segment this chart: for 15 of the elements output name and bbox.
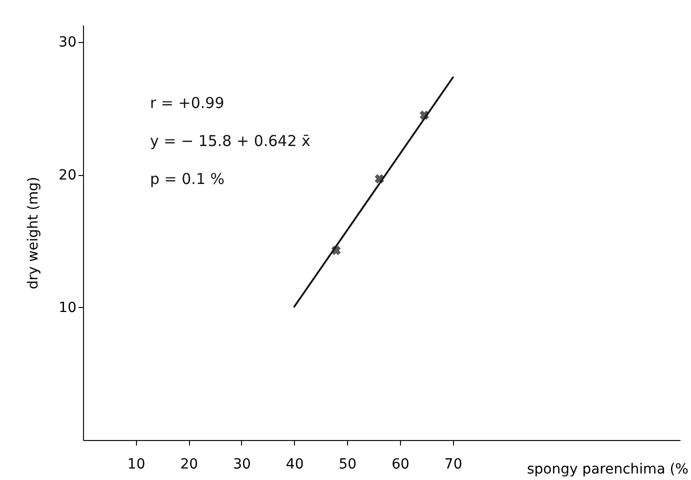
- x-tick-label: 50: [338, 456, 357, 472]
- annotation: y = − 15.8 + 0.642 x̄: [150, 132, 311, 150]
- annotation: r = +0.99: [150, 94, 224, 112]
- y-tick-label: 20: [58, 167, 76, 184]
- x-tick-label: 60: [392, 456, 410, 472]
- x-tick-label: 20: [180, 456, 198, 472]
- y-axis-title: dry weight (mg): [26, 176, 42, 290]
- x-axis-title: spongy parenchima (%: [526, 462, 688, 478]
- y-tick-label: 30: [58, 34, 76, 51]
- x-tick-label: 10: [127, 456, 146, 472]
- x-tick-label: 70: [444, 456, 462, 472]
- x-tick-label: 40: [286, 456, 304, 472]
- y-tick-label: 10: [58, 300, 76, 316]
- x-tick-label: 30: [233, 456, 251, 472]
- annotation: p = 0.1 %: [150, 170, 225, 188]
